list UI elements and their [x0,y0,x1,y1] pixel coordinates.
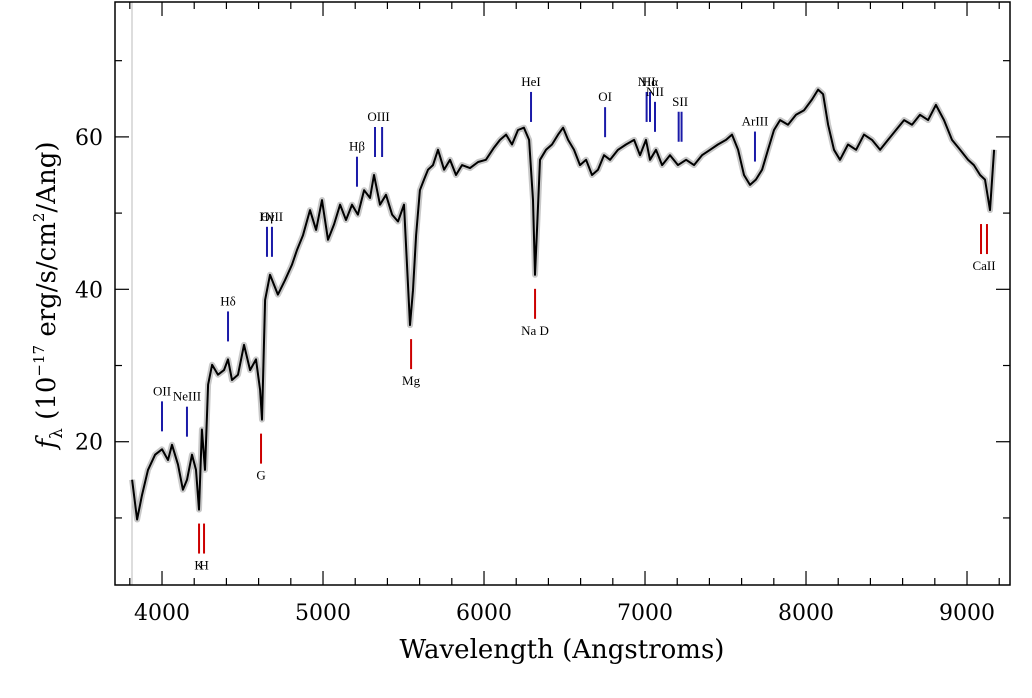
x-tick-label: 5000 [295,601,351,626]
line-label: Mg [402,373,421,388]
line-label: ArIII [742,114,769,129]
x-axis-title: Wavelength (Angstroms) [400,635,725,665]
y-label-part: (10 [32,377,62,429]
line-label: NeIII [173,389,201,404]
line-label: NII [646,84,664,99]
x-tick-label: 4000 [134,601,190,626]
y-tick-label: 40 [75,278,103,303]
x-tick-label: 9000 [939,601,995,626]
y-tick-label: 60 [75,126,103,151]
plot-frame [114,1,1011,586]
line-label: Hα [642,74,658,89]
line-label: OI [598,89,612,104]
line-label: Hδ [220,293,236,308]
line-label: K [194,558,204,573]
line-label: OII [153,383,171,398]
line-label: Hγ [259,209,274,224]
line-label: Na D [521,323,549,338]
y-tick-label: 20 [75,431,103,456]
line-label: Hβ [349,139,365,154]
y-axis-title: fλ (10−17 erg/s/cm2/Ang) [30,142,67,451]
line-label: G [256,468,265,483]
x-tick-label: 8000 [778,601,834,626]
x-tick-label: 6000 [456,601,512,626]
y-label-part: −17 [30,345,48,377]
y-label-part: 2 [30,213,48,223]
y-label-part: /Ang) [32,142,62,213]
line-label: SII [672,94,688,109]
line-label: OIII [367,109,389,124]
line-label: HeI [521,74,541,89]
line-label: OIII [261,209,283,224]
line-label: H [199,558,208,573]
x-tick-label: 7000 [617,601,673,626]
line-label: CaII [972,258,995,273]
y-label-part: λ [47,428,67,439]
line-label: NII [638,74,656,89]
y-label-part: erg/s/cm [32,222,62,345]
flux-line [131,88,996,521]
